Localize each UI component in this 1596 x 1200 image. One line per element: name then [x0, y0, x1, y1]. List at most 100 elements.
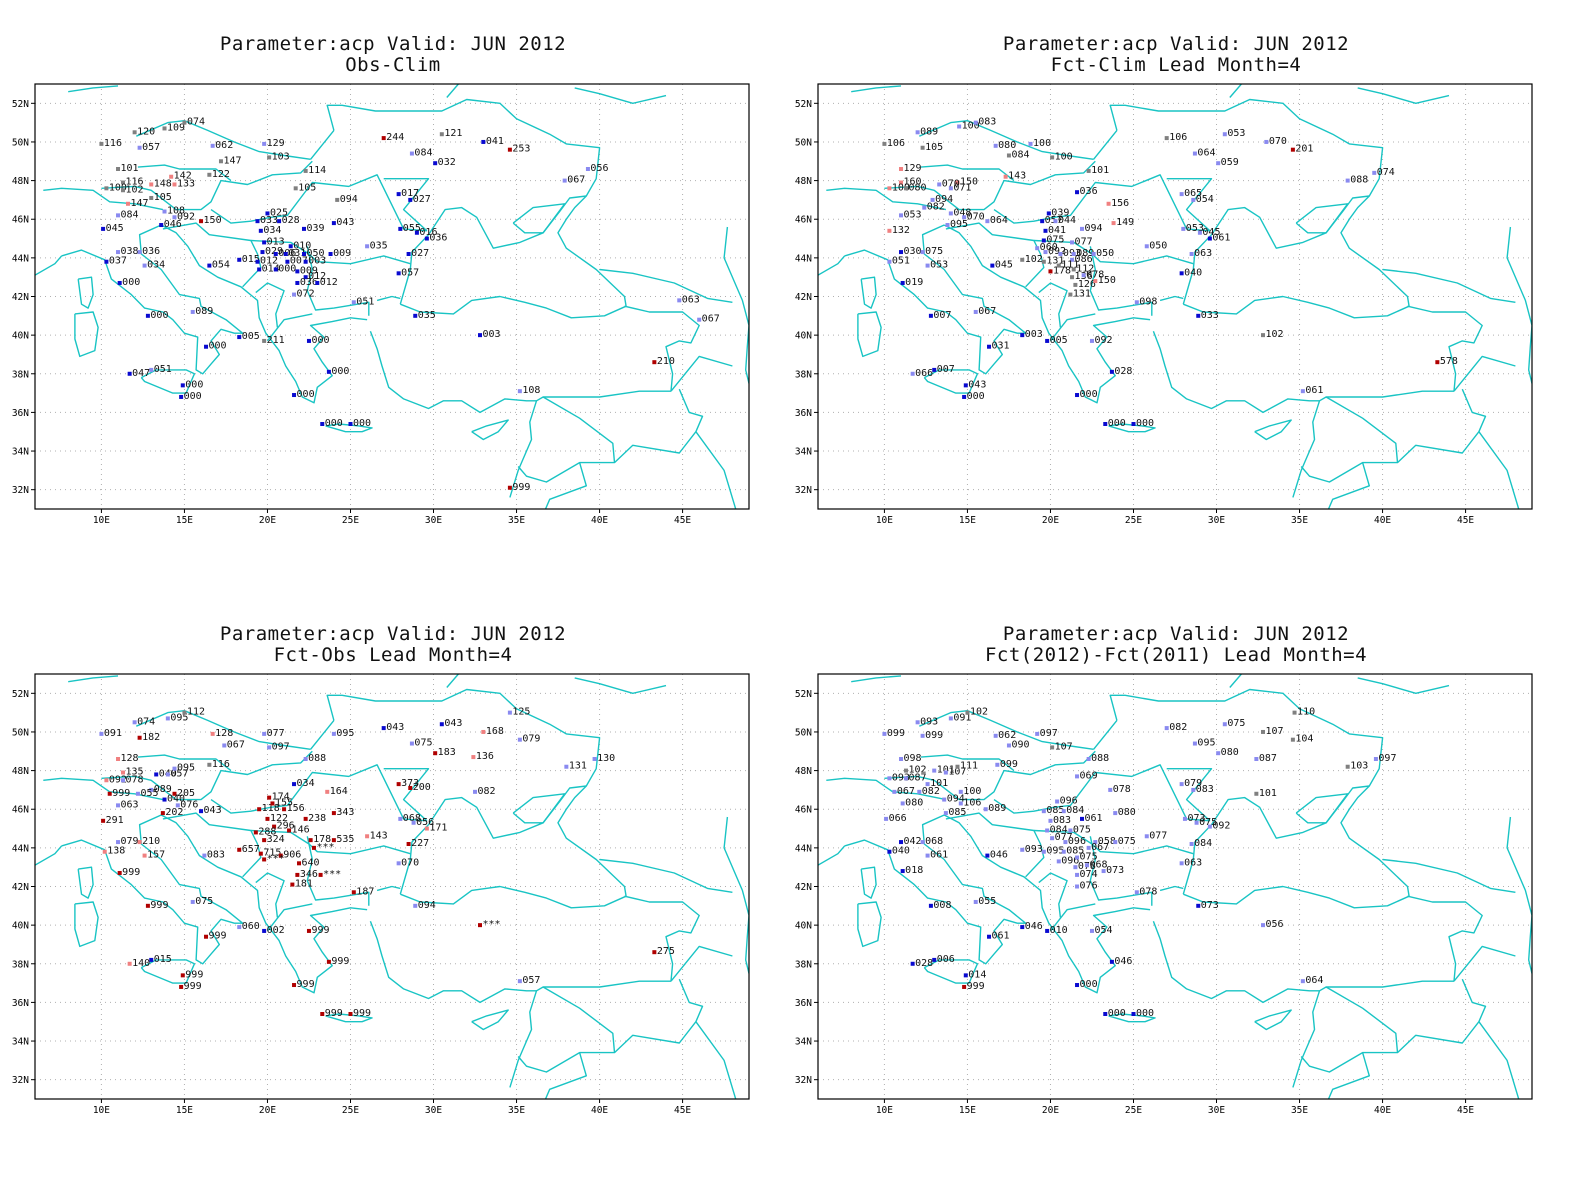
station-marker: [107, 791, 112, 796]
station-marker: [481, 139, 486, 144]
station-value-label: 088: [1350, 175, 1368, 186]
station: 999: [326, 956, 349, 967]
station-marker: [295, 269, 300, 274]
panel-title-line1: Parameter:acp Valid: JUN 2012: [219, 33, 567, 55]
station-value-label: 045: [1202, 227, 1220, 238]
station: 101: [932, 765, 955, 776]
station: 111: [955, 761, 978, 772]
station-marker: [925, 263, 930, 268]
y-tick-label: 36N: [795, 408, 812, 419]
station-value-label: 083: [1053, 815, 1071, 826]
station-value-label: 079: [522, 734, 540, 745]
station-marker: [104, 259, 109, 264]
station: 045: [990, 260, 1013, 271]
station-marker: [116, 213, 121, 218]
station-marker: [943, 811, 948, 816]
station: 046: [159, 219, 182, 230]
station-marker: [904, 776, 909, 781]
station-marker: [1373, 757, 1378, 761]
station-marker: [925, 782, 930, 787]
station-marker: [1372, 170, 1377, 175]
station: 102: [121, 184, 144, 195]
y-tick-label: 50N: [12, 137, 29, 148]
station-value-label: 118: [262, 803, 280, 814]
station-value-label: 043: [204, 805, 222, 816]
station: 100: [1050, 151, 1073, 162]
station: 000: [273, 263, 296, 274]
station-value-label: 102: [1266, 329, 1284, 340]
station: 079: [517, 734, 540, 745]
station: 063: [116, 799, 139, 810]
station-markers: 1161200571090740621471291221031011161421…: [99, 117, 720, 493]
station: 032: [433, 157, 456, 168]
station: 164: [325, 786, 348, 797]
station-marker: [652, 360, 657, 365]
station-marker: [162, 797, 167, 802]
station-marker: [1435, 360, 1440, 365]
station-marker: [1070, 275, 1075, 280]
station-value-label: 171: [429, 823, 447, 834]
station-value-label: 187: [356, 886, 374, 897]
station: 999: [507, 482, 530, 493]
station-marker: [267, 795, 272, 800]
x-tick-label: 25E: [1125, 1105, 1142, 1116]
y-tick-label: 46N: [12, 215, 29, 226]
station: 039: [1046, 207, 1069, 218]
station-marker: [175, 803, 180, 808]
station: 148: [149, 178, 172, 189]
country-border: [1357, 87, 1450, 104]
station: 050: [1144, 240, 1167, 251]
country-border: [1319, 390, 1454, 402]
station-value-label: 296: [277, 821, 295, 832]
station-marker: [1290, 147, 1295, 152]
station-value-label: 043: [444, 718, 462, 729]
station-marker: [292, 782, 297, 787]
y-tick-label: 34N: [795, 1037, 812, 1048]
station-marker: [433, 751, 438, 756]
station-marker: [948, 186, 953, 191]
station-marker: [180, 383, 185, 388]
station: 027: [406, 248, 429, 259]
station: 041: [1043, 225, 1066, 236]
station-map: 10E 15E 20E 25E 30E 35E 40E 45E 32N 34N 36N 38N 40N 4…: [795, 673, 1533, 1116]
station: 136: [471, 751, 494, 762]
y-tick-label: 40N: [795, 921, 812, 932]
station-value-label: 033: [1201, 310, 1219, 321]
station-value-label: 054: [1094, 925, 1112, 936]
station-marker: [127, 961, 132, 966]
station-marker: [915, 130, 920, 135]
country-border: [1453, 355, 1516, 392]
station-marker: [104, 186, 109, 191]
y-tick-label: 38N: [795, 369, 812, 380]
station: 108: [162, 206, 185, 217]
station: 074: [1372, 167, 1395, 178]
y-tick-label: 34N: [795, 447, 812, 458]
station-value-label: 028: [1114, 366, 1132, 377]
country-border: [1300, 396, 1399, 483]
station: 076: [175, 799, 198, 810]
station-marker: [262, 240, 267, 245]
station-value-label: 077: [1055, 832, 1073, 843]
station-marker: [973, 309, 978, 314]
coastline: [860, 866, 877, 899]
coastline: [1506, 816, 1532, 974]
country-border: [517, 986, 616, 1073]
station: 101: [925, 778, 948, 789]
station: 000: [204, 341, 227, 352]
country-border: [101, 160, 313, 211]
station-value-label: 015: [154, 954, 172, 965]
station-marker: [592, 757, 597, 761]
station-marker: [222, 743, 227, 748]
station-marker: [101, 226, 106, 231]
coastline: [325, 423, 373, 433]
station-marker: [255, 259, 260, 264]
station-marker: [928, 313, 933, 318]
station-marker: [1040, 219, 1045, 224]
station-marker: [899, 757, 904, 761]
station-value-label: 288: [258, 826, 276, 837]
y-tick-label: 44N: [795, 843, 812, 854]
station: 073: [1196, 900, 1219, 911]
y-tick-label: 46N: [795, 805, 812, 816]
station: 000: [1075, 979, 1098, 990]
station-marker: [957, 124, 962, 129]
